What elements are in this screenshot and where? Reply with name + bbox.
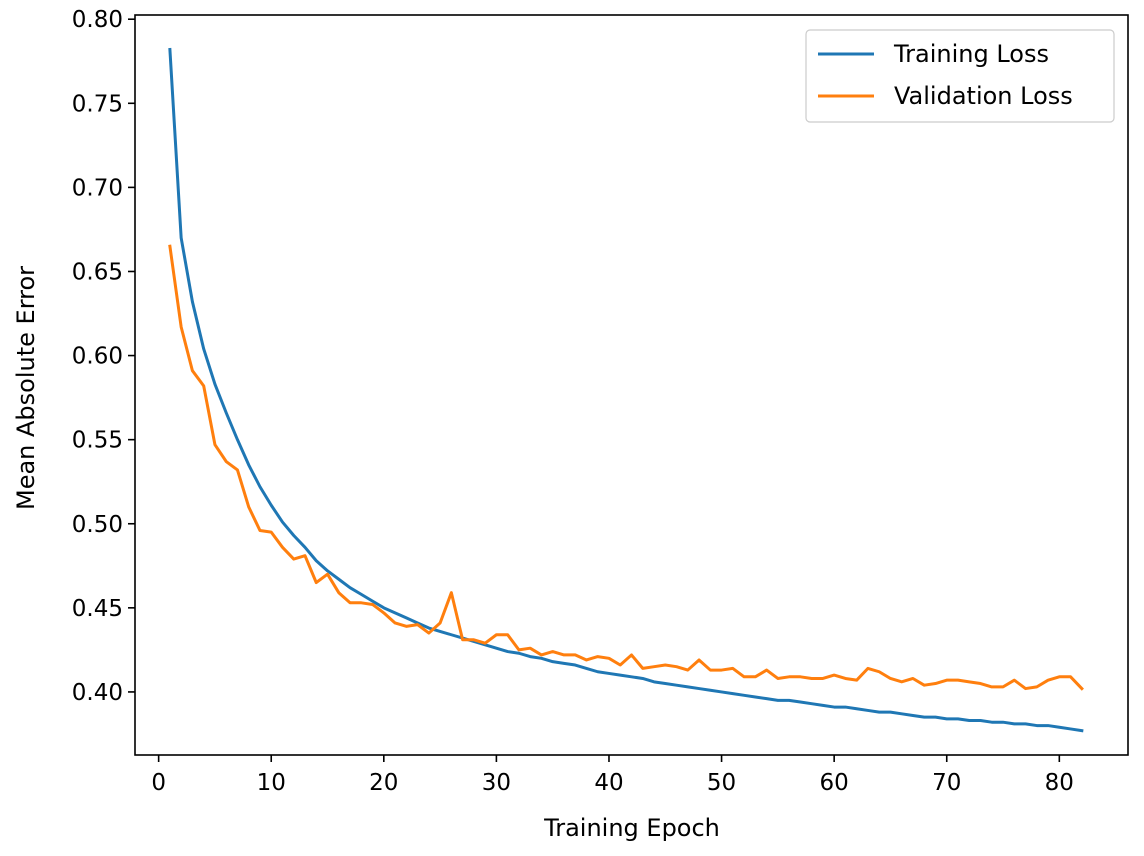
axes-frame: [134, 14, 1129, 756]
y-tick-label: 0.70: [72, 175, 123, 201]
x-tick-label: 80: [1045, 770, 1074, 796]
x-tick-label: 20: [369, 770, 398, 796]
y-tick-label: 0.40: [72, 680, 123, 706]
x-tick-label: 50: [707, 770, 736, 796]
y-tick-label: 0.55: [72, 428, 123, 454]
legend-label-validation-loss: Validation Loss: [894, 82, 1073, 110]
x-tick-label: 10: [257, 770, 286, 796]
y-tick-label: 0.60: [72, 344, 123, 370]
ticks: 0 10 20 30 40 50 60 70 80 0.40 0.45 0.50 0.55 0.60 0.6…: [72, 7, 1074, 796]
x-tick-label: 40: [594, 770, 623, 796]
y-tick-label: 0.65: [72, 259, 123, 285]
legend: Training Loss Validation Loss: [805, 29, 1115, 123]
series-line-training-loss: [168, 47, 1084, 733]
x-axis-label: Training Epoch: [543, 814, 720, 842]
y-tick-label: 0.80: [72, 7, 123, 33]
y-tick-label: 0.45: [72, 596, 123, 622]
x-tick-label: 0: [151, 770, 166, 796]
axes: [134, 14, 1129, 756]
legend-label-training-loss: Training Loss: [893, 40, 1049, 68]
x-tick-label: 30: [482, 770, 511, 796]
series-line-validation-loss: [168, 244, 1084, 691]
legend-box: [805, 29, 1115, 123]
y-tick-label: 0.75: [72, 91, 123, 117]
x-tick-label: 70: [932, 770, 961, 796]
plot-area: [168, 47, 1084, 733]
y-axis-label: Mean Absolute Error: [12, 266, 40, 510]
x-tick-label: 60: [820, 770, 849, 796]
y-tick-label: 0.50: [72, 512, 123, 538]
